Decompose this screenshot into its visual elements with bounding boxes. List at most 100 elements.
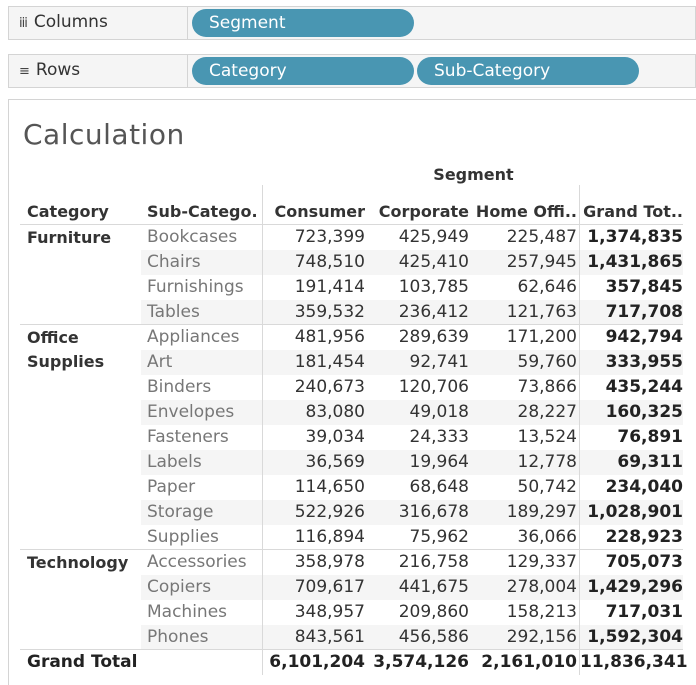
header-sub-category[interactable]: Sub-Catego.. (147, 202, 259, 221)
category-label[interactable]: Technology (27, 553, 129, 572)
value-cell[interactable]: 292,156 (506, 627, 577, 647)
value-cell[interactable]: 709,617 (294, 577, 365, 597)
value-cell[interactable]: 278,004 (506, 577, 577, 597)
sub-category-label[interactable]: Furnishings (147, 277, 244, 297)
value-cell[interactable]: 24,333 (409, 427, 469, 447)
row-grand-total-cell[interactable]: 76,891 (617, 427, 683, 447)
sub-category-label[interactable]: Bookcases (147, 227, 238, 247)
sub-category-label[interactable]: Chairs (147, 252, 201, 272)
value-cell[interactable]: 348,957 (294, 602, 365, 622)
value-cell[interactable]: 456,586 (398, 627, 469, 647)
row-grand-total-cell[interactable]: 717,708 (605, 302, 683, 322)
grand-total-cell[interactable]: 3,574,126 (373, 652, 469, 672)
header-consumer[interactable]: Consumer (274, 202, 365, 221)
header-grand-total[interactable]: Grand Tot.. (583, 202, 683, 221)
value-cell[interactable]: 316,678 (398, 502, 469, 522)
value-cell[interactable]: 68,648 (409, 477, 469, 497)
value-cell[interactable]: 359,532 (294, 302, 365, 322)
grand-total-cell[interactable]: 2,161,010 (481, 652, 577, 672)
header-home-office[interactable]: Home Offi.. (475, 202, 577, 221)
row-grand-total-cell[interactable]: 333,955 (605, 352, 683, 372)
sub-category-label[interactable]: Art (147, 352, 173, 372)
sub-category-label[interactable]: Phones (147, 627, 209, 647)
row-grand-total-cell[interactable]: 705,073 (605, 552, 683, 572)
sub-category-label[interactable]: Tables (147, 302, 200, 322)
value-cell[interactable]: 236,412 (398, 302, 469, 322)
value-cell[interactable]: 50,742 (517, 477, 577, 497)
value-cell[interactable]: 62,646 (517, 277, 577, 297)
value-cell[interactable]: 723,399 (294, 227, 365, 247)
row-grand-total-cell[interactable]: 1,028,901 (587, 502, 683, 522)
value-cell[interactable]: 522,926 (294, 502, 365, 522)
value-cell[interactable]: 103,785 (398, 277, 469, 297)
value-cell[interactable]: 59,760 (517, 352, 577, 372)
row-grand-total-cell[interactable]: 160,325 (605, 402, 683, 422)
value-cell[interactable]: 36,569 (305, 452, 365, 472)
sub-category-label[interactable]: Envelopes (147, 402, 235, 422)
value-cell[interactable]: 441,675 (398, 577, 469, 597)
sub-category-label[interactable]: Copiers (147, 577, 212, 597)
value-cell[interactable]: 189,297 (506, 502, 577, 522)
grand-total-cell[interactable]: 6,101,204 (269, 652, 365, 672)
value-cell[interactable]: 843,561 (294, 627, 365, 647)
row-grand-total-cell[interactable]: 1,374,835 (587, 227, 683, 247)
value-cell[interactable]: 748,510 (294, 252, 365, 272)
row-grand-total-cell[interactable]: 942,794 (605, 327, 683, 347)
sub-category-label[interactable]: Fasteners (147, 427, 229, 447)
value-cell[interactable]: 39,034 (305, 427, 365, 447)
value-cell[interactable]: 191,414 (294, 277, 365, 297)
sub-category-label[interactable]: Labels (147, 452, 202, 472)
header-category[interactable]: Category (27, 202, 109, 221)
value-cell[interactable]: 114,650 (294, 477, 365, 497)
value-cell[interactable]: 240,673 (294, 377, 365, 397)
sub-category-label[interactable]: Paper (147, 477, 196, 497)
value-cell[interactable]: 425,949 (398, 227, 469, 247)
value-cell[interactable]: 181,454 (294, 352, 365, 372)
value-cell[interactable]: 19,964 (409, 452, 469, 472)
value-cell[interactable]: 257,945 (506, 252, 577, 272)
value-cell[interactable]: 116,894 (294, 527, 365, 547)
sub-category-label[interactable]: Machines (147, 602, 228, 622)
sub-category-label[interactable]: Storage (147, 502, 214, 522)
value-cell[interactable]: 36,066 (517, 527, 577, 547)
sub-category-label[interactable]: Accessories (147, 552, 247, 572)
row-grand-total-cell[interactable]: 717,031 (605, 602, 683, 622)
value-cell[interactable]: 121,763 (506, 302, 577, 322)
row-grand-total-cell[interactable]: 228,923 (605, 527, 683, 547)
value-cell[interactable]: 49,018 (409, 402, 469, 422)
category-label[interactable]: Furniture (27, 228, 112, 247)
value-cell[interactable]: 216,758 (398, 552, 469, 572)
value-cell[interactable]: 13,524 (517, 427, 577, 447)
value-cell[interactable]: 171,200 (506, 327, 577, 347)
grand-total-cell[interactable]: 11,836,341 (580, 652, 688, 672)
value-cell[interactable]: 12,778 (517, 452, 577, 472)
value-cell[interactable]: 75,962 (409, 527, 469, 547)
row-grand-total-cell[interactable]: 69,311 (617, 452, 683, 472)
value-cell[interactable]: 83,080 (305, 402, 365, 422)
value-cell[interactable]: 120,706 (398, 377, 469, 397)
value-cell[interactable]: 481,956 (294, 327, 365, 347)
row-grand-total-cell[interactable]: 234,040 (605, 477, 683, 497)
sub-category-label[interactable]: Supplies (147, 527, 219, 547)
row-grand-total-cell[interactable]: 435,244 (605, 377, 683, 397)
sub-category-pill[interactable]: Sub-Category (417, 57, 639, 85)
sub-category-label[interactable]: Binders (147, 377, 212, 397)
value-cell[interactable]: 73,866 (517, 377, 577, 397)
value-cell[interactable]: 28,227 (517, 402, 577, 422)
value-cell[interactable]: 225,487 (506, 227, 577, 247)
value-cell[interactable]: 129,337 (506, 552, 577, 572)
value-cell[interactable]: 358,978 (294, 552, 365, 572)
category-label[interactable]: Office Supplies (27, 328, 105, 371)
sub-category-label[interactable]: Appliances (147, 327, 240, 347)
value-cell[interactable]: 425,410 (398, 252, 469, 272)
value-cell[interactable]: 92,741 (409, 352, 469, 372)
row-grand-total-cell[interactable]: 357,845 (605, 277, 683, 297)
row-grand-total-cell[interactable]: 1,431,865 (587, 252, 683, 272)
row-grand-total-cell[interactable]: 1,592,304 (587, 627, 683, 647)
value-cell[interactable]: 158,213 (506, 602, 577, 622)
category-pill[interactable]: Category (192, 57, 414, 85)
header-corporate[interactable]: Corporate (378, 202, 469, 221)
value-cell[interactable]: 289,639 (398, 327, 469, 347)
segment-pill[interactable]: Segment (192, 9, 414, 37)
value-cell[interactable]: 209,860 (398, 602, 469, 622)
